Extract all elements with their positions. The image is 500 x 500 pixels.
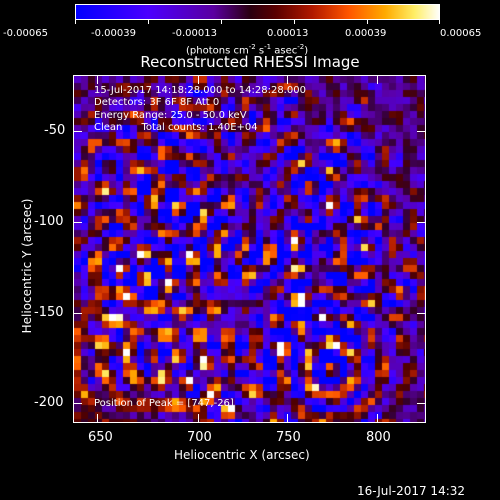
- plot-frame: [73, 75, 426, 423]
- y-tick: [417, 403, 425, 404]
- y-tick: [74, 222, 82, 223]
- x-tick: [198, 76, 199, 84]
- colorbar-tick-label: -0.00013: [172, 28, 217, 39]
- colorbar-units: (photons cm-2 s-1 asec-2): [186, 41, 308, 57]
- annotation-peak: Position of Peak = [747,-26]: [94, 398, 234, 409]
- colorbar-tick: [221, 20, 222, 24]
- x-tick: [377, 414, 378, 422]
- colorbar-tick-label: 0.00039: [345, 28, 387, 39]
- units-text: s: [255, 45, 265, 57]
- colorbar-tick: [75, 20, 76, 24]
- y-tick-label: -50: [44, 123, 66, 138]
- annotation-detectors: Detectors: 3F 6F 8F Att 0: [94, 97, 220, 108]
- footer-timestamp: 16-Jul-2017 14:32: [357, 484, 466, 498]
- annotation-energy: Energy Range: 25.0 - 50.0 keV: [94, 110, 247, 121]
- y-tick-label: -150: [34, 305, 64, 320]
- x-tick-label: 800: [366, 430, 391, 445]
- x-tick: [198, 414, 199, 422]
- colorbar-tick: [148, 20, 149, 24]
- colorbar-tick: [367, 20, 368, 24]
- y-tick: [417, 222, 425, 223]
- x-tick-label: 650: [88, 430, 113, 445]
- x-tick: [97, 414, 98, 422]
- y-tick-label: -200: [34, 395, 64, 410]
- rhessi-image: [74, 76, 425, 422]
- colorbar-tick-label: 0.00013: [267, 28, 309, 39]
- units-sup: -2: [297, 43, 305, 51]
- units-text: (photons cm: [186, 45, 249, 57]
- annotation-counts: Clean Total counts: 1.40E+04: [94, 122, 258, 133]
- y-tick-label: -100: [34, 214, 64, 229]
- y-tick: [417, 313, 425, 314]
- colorbar-tick-label: -0.00039: [91, 28, 136, 39]
- units-text: ): [304, 45, 309, 57]
- y-tick: [74, 403, 82, 404]
- colorbar-tick: [439, 20, 440, 24]
- x-tick: [287, 76, 288, 84]
- y-axis-label: Heliocentric Y (arcsec): [20, 198, 34, 334]
- x-tick: [287, 414, 288, 422]
- colorbar-tick-label: 0.00065: [440, 28, 482, 39]
- units-text: asec: [271, 45, 298, 57]
- y-tick: [74, 131, 82, 132]
- x-tick: [377, 76, 378, 84]
- colorbar-tick: [294, 20, 295, 24]
- plot-title: Reconstructed RHESSI Image: [140, 53, 360, 71]
- y-tick: [417, 131, 425, 132]
- x-tick-label: 700: [187, 430, 212, 445]
- annotation-time-range: 15-Jul-2017 14:18:28.000 to 14:28:28.000: [94, 85, 306, 96]
- x-tick: [97, 76, 98, 84]
- x-axis-label: Heliocentric X (arcsec): [174, 448, 310, 462]
- colorbar-tick-label: -0.00065: [3, 28, 48, 39]
- units-sup: -1: [264, 43, 272, 51]
- y-tick: [74, 313, 82, 314]
- x-tick-label: 750: [276, 430, 301, 445]
- units-sup: -2: [248, 43, 256, 51]
- colorbar: [75, 4, 440, 20]
